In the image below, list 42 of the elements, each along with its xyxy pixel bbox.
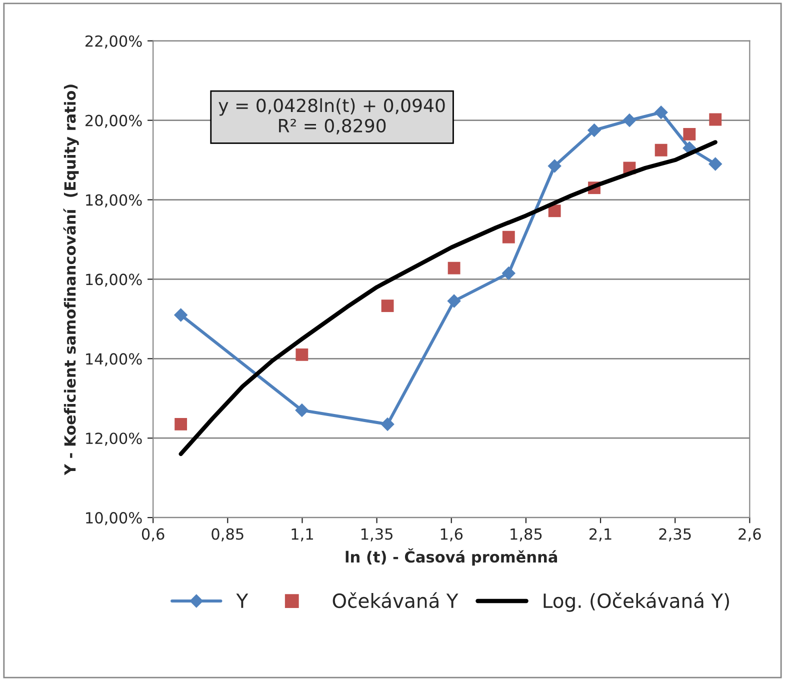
point xyxy=(380,418,394,431)
point xyxy=(654,144,668,156)
point xyxy=(448,262,460,274)
annotation: y = 0,0428ln(t) + 0,0940 R² = 0,8290 xyxy=(218,98,445,134)
point xyxy=(548,159,562,173)
point xyxy=(502,266,516,280)
point xyxy=(296,348,308,361)
y-tick-label: 22,00% xyxy=(86,35,142,48)
point xyxy=(588,124,601,137)
y-tick-label: 14,00% xyxy=(86,353,142,366)
y-tick-label: 12,00% xyxy=(86,432,142,446)
x-tick-label: 2,1 xyxy=(589,528,612,542)
legend-label: Očekávaná Y xyxy=(332,592,458,608)
y-axis-title: Y - Koeficient samofinancování (Equity ratio) xyxy=(63,84,79,476)
point xyxy=(502,230,515,244)
x-tick-label: 1,1 xyxy=(292,528,313,542)
point xyxy=(654,106,668,119)
point xyxy=(381,300,394,312)
point xyxy=(174,418,188,430)
x-tick-label: 1,35 xyxy=(361,528,392,542)
x-tick-label: 1,85 xyxy=(510,528,542,542)
x-tick-label: 0,85 xyxy=(212,528,244,542)
x-tick-label: 0,6 xyxy=(142,528,164,542)
point xyxy=(622,114,636,127)
legend-label: Y xyxy=(236,594,248,608)
y-tick-label: 20,00% xyxy=(86,114,142,128)
point xyxy=(295,404,309,417)
point xyxy=(447,294,461,308)
point xyxy=(174,308,188,322)
point xyxy=(683,128,696,140)
y-tick-label: 10,00% xyxy=(86,512,142,526)
y-tick-label: 16,00% xyxy=(86,274,142,287)
y-tick-label: 18,00% xyxy=(86,194,142,208)
line-series xyxy=(178,140,718,456)
x-axis-title: ln (t) - Časová proměnná xyxy=(346,548,558,566)
point xyxy=(708,157,722,171)
x-tick-label: 2,35 xyxy=(659,528,691,542)
point xyxy=(709,113,722,126)
x-tick-label: 1,6 xyxy=(440,528,463,542)
point xyxy=(548,204,561,218)
x-tick-label: 2,6 xyxy=(738,528,761,542)
legend-label: Log. (Očekávaná Y) xyxy=(544,592,729,612)
